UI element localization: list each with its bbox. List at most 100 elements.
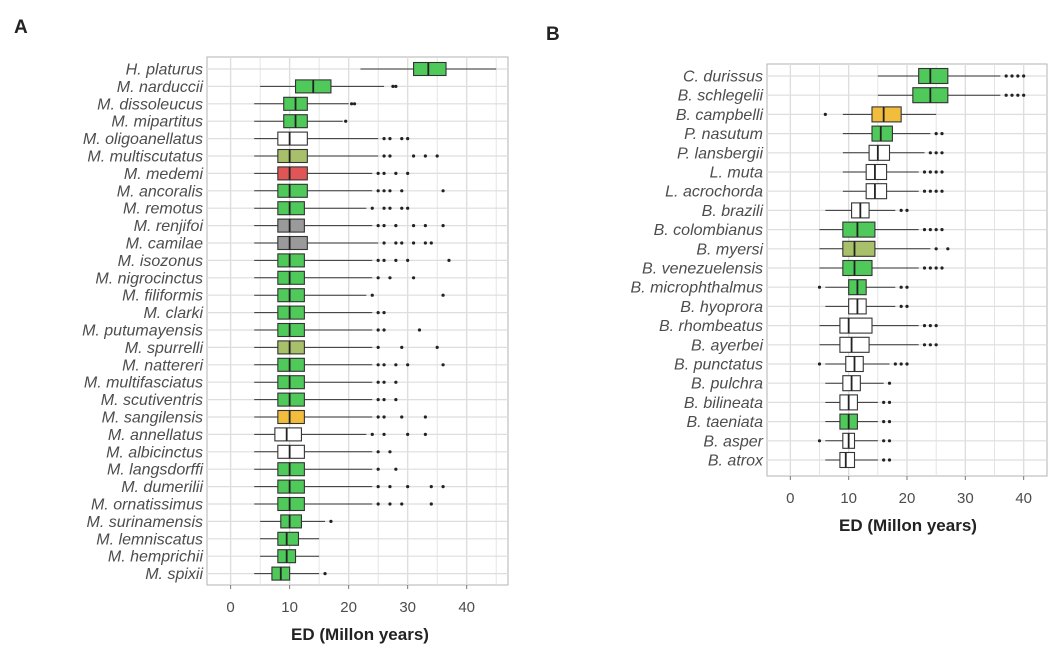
outlier-m-camilae (423, 241, 427, 245)
outlier-m-oligoanellatus (400, 137, 404, 141)
outlier-b-venezuelensis (934, 266, 938, 270)
outlier-b-schlegelii (1010, 93, 1014, 97)
iqr-box-b-campbelli (871, 106, 902, 123)
species-label-b-venezuelensis: B. venezuelensis (642, 261, 763, 278)
species-label-b-ayerbei: B. ayerbei (691, 337, 763, 354)
outlier-m-isozonus (382, 258, 386, 262)
outlier-b-ayerbei (928, 343, 932, 347)
box-l-muta (842, 163, 944, 181)
iqr-box-m-remotus (277, 201, 305, 216)
outlier-b-microphthalmus (817, 285, 822, 289)
outlier-m-putumayensis (417, 328, 422, 332)
box-c-durissus (877, 67, 1026, 85)
x-tick-label: 0 (226, 599, 234, 616)
outlier-m-nattereri (441, 363, 445, 367)
iqr-box-m-scutiventris (277, 392, 305, 407)
species-label-b-pulchra: B. pulchra (691, 376, 763, 393)
outlier-m-nattereri (382, 363, 386, 367)
outlier-m-ancoralis (376, 189, 380, 193)
iqr-box-b-rhombeatus (839, 317, 873, 334)
box-h-platurus (360, 61, 497, 77)
species-label-p-nasutum: P. nasutum (684, 126, 763, 143)
outlier-b-rhombeatus (928, 324, 932, 328)
box-m-scutiventris (254, 392, 398, 407)
box-p-lansbergii (842, 144, 944, 161)
outlier-m-oligoanellatus (382, 137, 386, 141)
outlier-m-renjifoi (376, 224, 380, 228)
box-b-microphthalmus (817, 279, 909, 296)
outlier-b-asper (887, 439, 892, 443)
outlier-m-sangilensis (400, 415, 404, 419)
outlier-m-renjifoi (382, 224, 386, 228)
outlier-m-renjifoi (394, 224, 398, 228)
box-m-lemniscatus (260, 531, 320, 546)
iqr-box-b-venezuelensis (842, 259, 873, 277)
outlier-b-schlegelii (1004, 93, 1008, 97)
box-b-myersi (819, 240, 950, 257)
outlier-m-putumayensis (382, 328, 386, 332)
outlier-m-multifasciatus (382, 380, 386, 384)
species-label-m-hemprichii: M. hemprichii (108, 549, 204, 566)
panel-b-species-labels: C. durissus B. schlegelii B. campbelli P. n… (631, 69, 764, 470)
outlier-m-multifasciatus (376, 380, 380, 384)
outlier-m-ornatissimus (400, 502, 404, 506)
outlier-m-spurrelli (400, 345, 404, 349)
outlier-m-clarki (382, 311, 386, 315)
box-m-dumerilii (254, 479, 445, 494)
box-b-hyoprora (825, 298, 909, 315)
outlier-l-muta (928, 170, 932, 174)
outlier-b-atrox (887, 458, 892, 462)
outlier-m-nattereri (394, 363, 398, 367)
box-m-renjifoi (254, 218, 445, 233)
iqr-box-m-dumerilii (277, 479, 305, 494)
x-tick-label: 10 (281, 599, 298, 616)
outlier-m-camilae (394, 241, 398, 245)
box-p-nasutum (842, 125, 944, 142)
outlier-m-camilae (411, 241, 416, 245)
outlier-m-nattereri (376, 363, 380, 367)
box-m-dissoleucus (254, 96, 357, 111)
outlier-m-multiscutatus (382, 154, 386, 158)
iqr-box-m-renjifoi (277, 218, 305, 233)
species-label-l-muta: L. muta (710, 165, 763, 182)
outlier-p-lansbergii (934, 151, 938, 155)
outlier-b-colombianus (940, 228, 944, 232)
outlier-b-hyoprora (905, 304, 909, 308)
box-m-oligoanellatus (254, 131, 410, 146)
outlier-m-isozonus (406, 258, 410, 262)
iqr-box-m-nattereri (277, 357, 305, 372)
box-b-colombianus (819, 221, 944, 238)
outlier-b-ayerbei (934, 343, 938, 347)
outlier-m-renjifoi (411, 224, 416, 228)
outlier-b-asper (882, 439, 886, 443)
species-label-b-punctatus: B. punctatus (674, 357, 763, 374)
species-label-m-multiscutatus: M. multiscutatus (87, 149, 203, 166)
box-m-multifasciatus (254, 375, 398, 390)
outlier-b-colombianus (922, 228, 927, 232)
outlier-m-sangilensis (382, 415, 386, 419)
species-label-b-taeniata: B. taeniata (687, 414, 764, 431)
outlier-l-muta (934, 170, 938, 174)
box-m-sangilensis (254, 409, 427, 425)
iqr-box-b-colombianus (842, 221, 876, 238)
outlier-b-taeniata (887, 420, 892, 424)
outlier-b-venezuelensis (922, 266, 927, 270)
outlier-b-taeniata (882, 420, 886, 424)
species-label-m-ornatissimus: M. ornatissimus (91, 497, 203, 514)
outlier-b-microphthalmus (899, 285, 903, 289)
iqr-box-m-camilae (277, 235, 308, 251)
outlier-m-scutiventris (382, 398, 386, 402)
outlier-c-durissus (1022, 74, 1026, 78)
panel-a-x-axis-title: ED (Millon years) (291, 625, 429, 644)
outlier-m-remotus (388, 206, 392, 210)
species-label-b-campbelli: B. campbelli (676, 107, 764, 124)
iqr-box-m-clarki (277, 305, 305, 320)
species-label-m-dissoleucus: M. dissoleucus (97, 96, 203, 113)
outlier-m-dumerilii (376, 485, 380, 489)
species-label-m-mipartitus: M. mipartitus (111, 114, 203, 131)
outlier-m-narduccii (394, 84, 398, 88)
outlier-m-multiscutatus (388, 154, 392, 158)
outlier-m-ornatissimus (376, 502, 380, 506)
species-label-m-multifasciatus: M. multifasciatus (84, 375, 203, 392)
